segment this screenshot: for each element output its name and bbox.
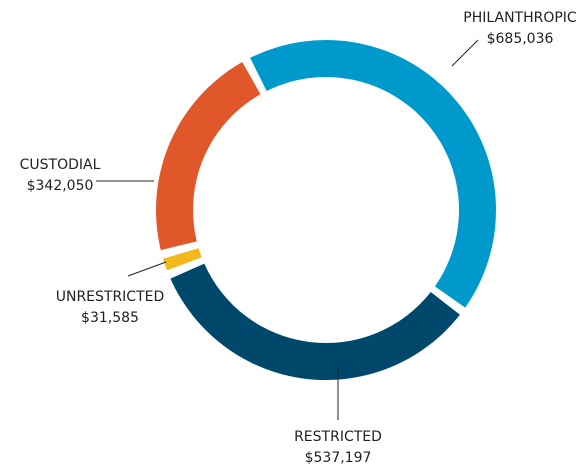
donut-segment [250, 40, 496, 308]
category-label: UNRESTRICTED [56, 289, 165, 305]
leader-line [451, 39, 479, 67]
leader-line [127, 261, 167, 277]
labels: PHILANTHROPIC $685,036 RESTRICTED $537,197 U… [20, 10, 577, 465]
category-label: CUSTODIAL [20, 157, 101, 173]
donut-segment [156, 62, 261, 251]
category-label: PHILANTHROPIC [463, 10, 577, 26]
value-label: $342,050 [27, 178, 94, 194]
donut-segment [170, 263, 460, 381]
donut-segment [163, 248, 202, 271]
value-label: $685,036 [487, 31, 554, 47]
donut [156, 40, 496, 381]
value-label: $31,585 [81, 310, 139, 326]
category-label: RESTRICTED [294, 429, 382, 445]
value-label: $537,197 [305, 450, 372, 465]
